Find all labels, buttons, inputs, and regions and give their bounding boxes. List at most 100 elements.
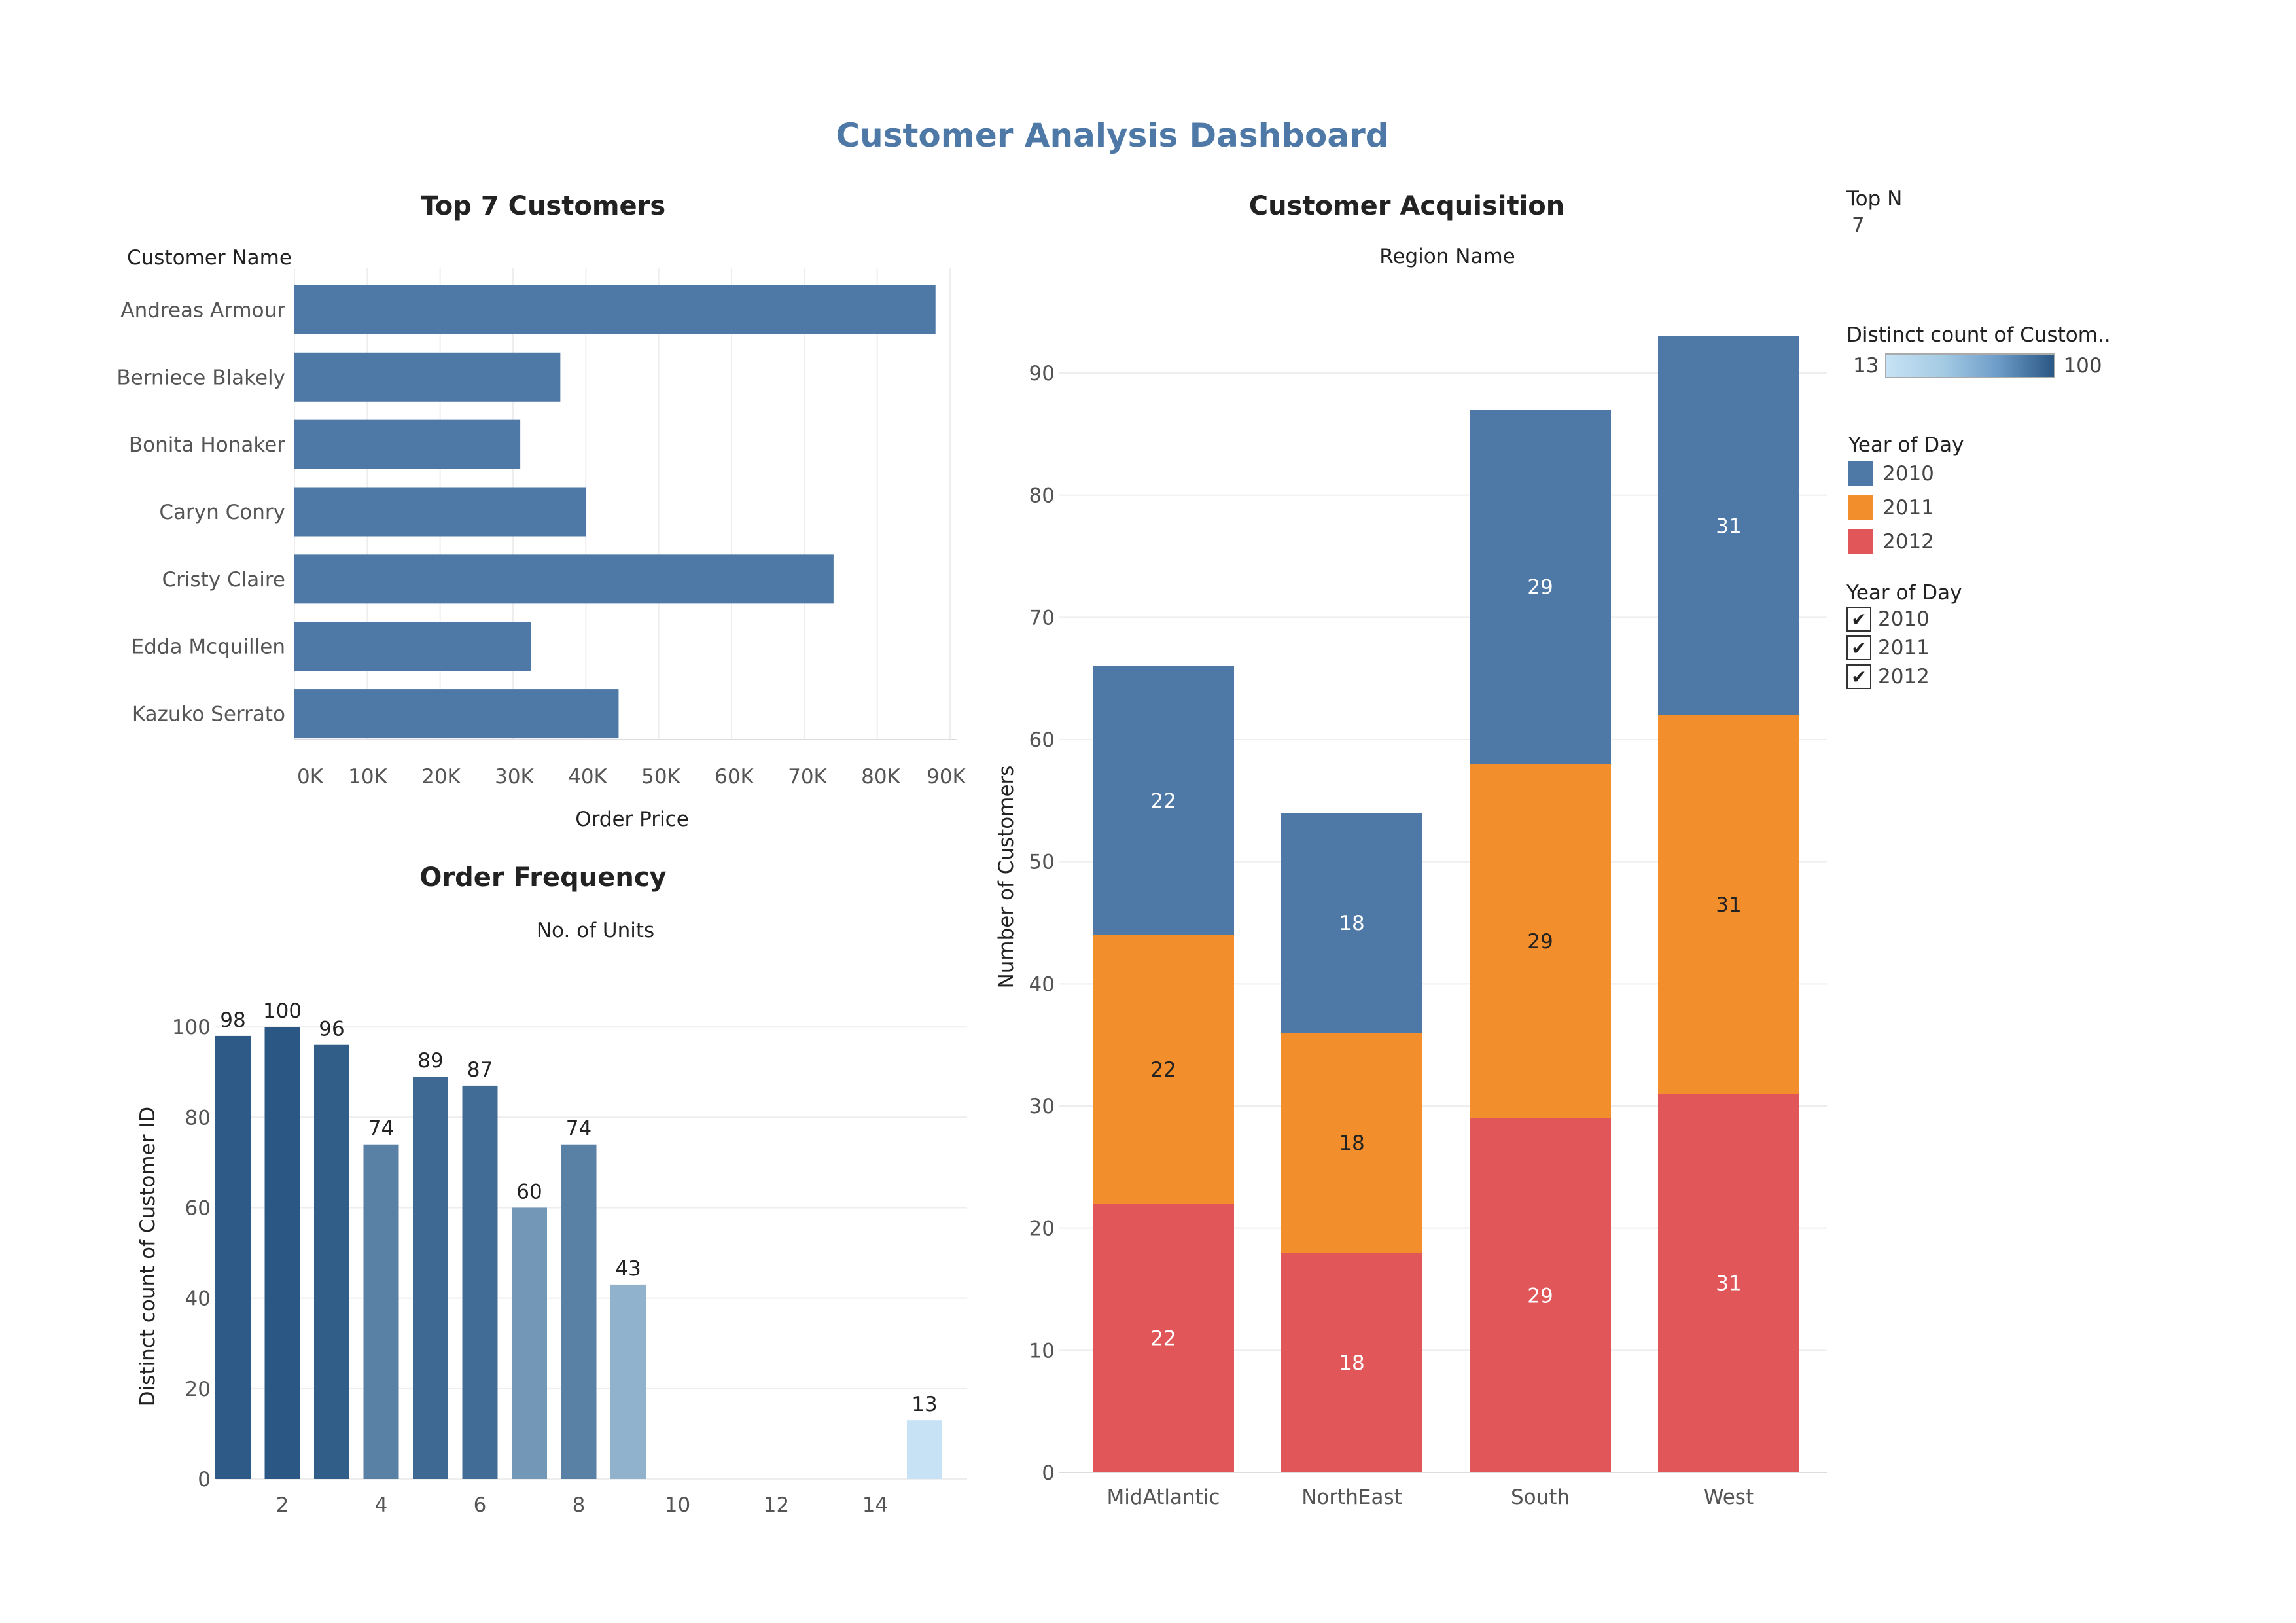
order-frequency-x-tick: 4 <box>375 1493 388 1517</box>
customer-name-header: Customer Name <box>127 246 292 270</box>
checkbox-checked-icon[interactable]: ✔ <box>1846 607 1871 632</box>
order-frequency-x-tick: 10 <box>665 1493 690 1517</box>
order-frequency-x-tick: 8 <box>573 1493 586 1517</box>
order-frequency-title: Order Frequency <box>419 863 667 893</box>
year-legend-item[interactable]: 2011 <box>1848 491 1964 525</box>
customer-name-label: Kazuko Serrato <box>132 703 285 726</box>
dashboard-title: Customer Analysis Dashboard <box>836 116 1389 154</box>
order-frequency-x-label: No. of Units <box>537 919 654 942</box>
acquisition-y-tick: 90 <box>1029 362 1055 385</box>
year-filter-item[interactable]: ✔ 2011 <box>1846 633 1962 662</box>
acquisition-segment-label: 29 <box>1527 930 1553 954</box>
year-filter-item[interactable]: ✔ 2010 <box>1846 605 1962 633</box>
frequency-bar-label: 74 <box>368 1117 394 1141</box>
acquisition-y-tick: 10 <box>1029 1339 1055 1363</box>
year-legend-swatch <box>1848 461 1873 486</box>
acquisition-region-label: MidAtlantic <box>1107 1486 1220 1509</box>
year-filter-label: 2011 <box>1878 636 1930 660</box>
acquisition-bar-segment <box>1281 813 1422 1033</box>
acquisition-y-label: Number of Customers <box>995 766 1018 989</box>
acquisition-bar-segment <box>1470 1118 1611 1472</box>
year-filter: Year of Day ✔ 2010 ✔ 2011 ✔ 2012 <box>1846 581 1962 691</box>
year-filter-label: 2012 <box>1878 665 1930 688</box>
customer-name-label: Berniece Blakely <box>116 366 285 389</box>
frequency-bar <box>907 1420 942 1479</box>
top-customers-x-tick: 70K <box>788 765 827 789</box>
frequency-bar-label: 74 <box>566 1117 592 1141</box>
checkbox-checked-icon[interactable]: ✔ <box>1846 664 1871 689</box>
frequency-bar-label: 13 <box>911 1393 937 1416</box>
acquisition-bar-segment <box>1658 715 1799 1094</box>
customer-bar <box>294 419 521 469</box>
frequency-bar <box>413 1077 448 1479</box>
year-filter-item[interactable]: ✔ 2012 <box>1846 662 1962 691</box>
year-legend-label: 2010 <box>1882 462 1934 486</box>
order-frequency-chart: No. of Units 98 100 96 74 89 87 60 74 43 13 0 20 40 60… <box>136 919 967 1517</box>
year-legend-label: 2012 <box>1882 530 1934 554</box>
customer-bar <box>294 352 561 402</box>
color-legend-min: 13 <box>1853 354 1879 378</box>
frequency-bar-label: 60 <box>516 1180 542 1204</box>
customer-name-label: Cristy Claire <box>162 568 285 592</box>
color-legend-max: 100 <box>2063 354 2102 378</box>
acquisition-region-label: West <box>1704 1486 1754 1509</box>
customer-name-label: Caryn Conry <box>159 501 285 524</box>
frequency-bar-label: 87 <box>467 1058 493 1082</box>
order-frequency-y-label: Distinct count of Customer ID <box>136 1107 160 1407</box>
top-customers-x-tick: 60K <box>715 765 754 789</box>
frequency-bar <box>314 1044 349 1479</box>
frequency-bar <box>512 1207 547 1479</box>
acquisition-region-label: South <box>1511 1486 1570 1509</box>
frequency-bar <box>264 1027 300 1479</box>
year-legend-item[interactable]: 2012 <box>1848 525 1964 559</box>
acquisition-y-tick: 50 <box>1029 851 1055 874</box>
top-customers-x-tick: 0K <box>297 765 324 789</box>
order-frequency-x-tick: 14 <box>862 1493 888 1517</box>
acquisition-segment-label: 22 <box>1150 1058 1176 1082</box>
order-frequency-x-tick: 2 <box>276 1493 289 1517</box>
top-customers-chart: Andreas Armour Berniece Blakely Bonita Hon… <box>116 268 966 831</box>
acquisition-segment-label: 29 <box>1527 576 1553 599</box>
acquisition-bar-segment <box>1093 935 1234 1204</box>
acquisition-y-tick: 20 <box>1029 1217 1055 1241</box>
color-legend-title: Distinct count of Custom.. <box>1846 323 2111 347</box>
customer-name-label: Andreas Armour <box>120 298 285 322</box>
side-panel: Top N 7 <box>1846 187 1902 237</box>
year-legend-item[interactable]: 2010 <box>1848 457 1964 491</box>
top-customers-x-label: Order Price <box>575 808 689 831</box>
color-legend: Distinct count of Custom.. 13 100 <box>1846 323 2111 378</box>
customer-bar <box>294 622 531 671</box>
acquisition-segment-label: 18 <box>1339 1132 1364 1155</box>
acquisition-y-tick: 60 <box>1029 728 1055 752</box>
acquisition-bar-segment <box>1281 1033 1422 1253</box>
year-filter-title: Year of Day <box>1846 581 1962 605</box>
order-frequency-y-tick: 20 <box>185 1378 211 1401</box>
year-legend-title: Year of Day <box>1848 433 1964 457</box>
frequency-bar-label: 100 <box>263 999 302 1023</box>
year-filter-label: 2010 <box>1878 607 1930 631</box>
frequency-bar-label: 96 <box>319 1018 344 1041</box>
order-frequency-x-tick: 12 <box>764 1493 789 1517</box>
frequency-bar <box>610 1284 646 1479</box>
order-frequency-y-tick: 100 <box>172 1016 211 1039</box>
acquisition-bar-segment <box>1093 666 1234 935</box>
customer-name-label: Bonita Honaker <box>129 433 285 457</box>
acquisition-y-tick: 30 <box>1029 1095 1055 1118</box>
year-legend-swatch <box>1848 529 1873 554</box>
top-customers-title: Top 7 Customers <box>420 191 666 221</box>
acquisition-y-tick: 80 <box>1029 484 1055 508</box>
customer-bar <box>294 689 619 739</box>
order-frequency-x-tick: 6 <box>474 1493 487 1517</box>
year-legend: Year of Day 2010 2011 2012 <box>1848 433 1964 559</box>
frequency-bar-label: 89 <box>417 1049 443 1073</box>
topn-value[interactable]: 7 <box>1852 213 1865 237</box>
order-frequency-y-tick: 80 <box>185 1106 211 1130</box>
year-legend-swatch <box>1848 495 1873 520</box>
frequency-bar <box>561 1144 597 1479</box>
customer-acquisition-chart: Region Name 0 10 20 30 40 50 60 70 80 90 Number of … <box>995 245 1827 1509</box>
frequency-bar <box>215 1035 251 1479</box>
acquisition-x-label: Region Name <box>1379 245 1515 268</box>
checkbox-checked-icon[interactable]: ✔ <box>1846 635 1871 660</box>
year-legend-label: 2011 <box>1882 496 1934 520</box>
top-customers-x-tick: 10K <box>348 765 387 789</box>
